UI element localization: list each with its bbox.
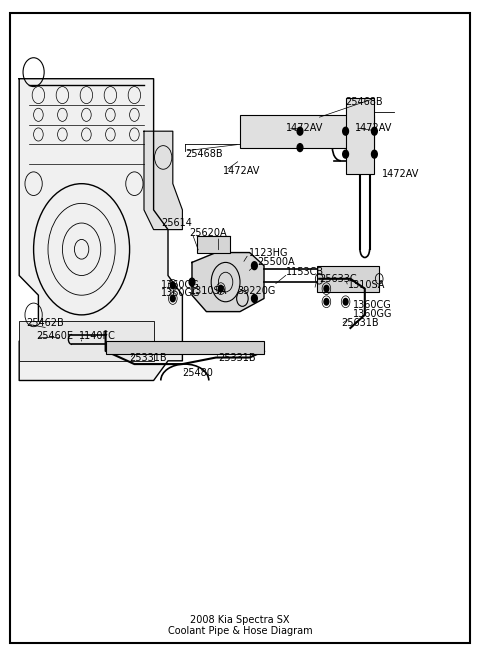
Circle shape [189, 278, 195, 286]
Circle shape [343, 150, 348, 158]
Circle shape [252, 295, 257, 302]
Bar [240, 115, 374, 148]
Circle shape [324, 285, 329, 292]
Text: 25631B: 25631B [341, 318, 378, 328]
Text: 1153CB: 1153CB [286, 267, 324, 277]
Bar [19, 321, 154, 361]
Text: 25620A: 25620A [190, 228, 227, 238]
Bar [197, 236, 230, 253]
Text: 25480: 25480 [182, 367, 213, 378]
Polygon shape [192, 253, 264, 312]
Polygon shape [144, 131, 182, 230]
Bar [317, 266, 379, 292]
Text: 25331B: 25331B [218, 352, 256, 363]
Circle shape [324, 298, 329, 305]
Bar [106, 341, 264, 354]
Circle shape [297, 144, 303, 152]
Circle shape [343, 127, 348, 135]
Text: 25500A: 25500A [257, 257, 294, 268]
Text: 1123HG: 1123HG [249, 247, 288, 258]
Circle shape [252, 262, 257, 270]
Text: 1360GG: 1360GG [353, 308, 392, 319]
Text: 1472AV: 1472AV [382, 169, 419, 179]
Text: 25633C: 25633C [319, 274, 357, 284]
Text: 25614: 25614 [161, 218, 192, 228]
Bar [346, 98, 374, 174]
Text: 1360CG: 1360CG [353, 300, 392, 310]
Text: 25462B: 25462B [26, 318, 64, 328]
Text: 1360CG: 1360CG [161, 280, 200, 291]
Circle shape [218, 285, 223, 292]
Text: 1310SA: 1310SA [190, 285, 227, 296]
Circle shape [297, 127, 303, 135]
Circle shape [170, 295, 175, 302]
Circle shape [372, 150, 377, 158]
Text: 1310SA: 1310SA [348, 280, 385, 291]
Text: 39220G: 39220G [238, 285, 276, 296]
Text: 25331B: 25331B [130, 352, 167, 363]
Text: 1472AV: 1472AV [286, 123, 323, 133]
Polygon shape [19, 79, 182, 380]
Text: 1472AV: 1472AV [355, 123, 393, 133]
Text: 25460E: 25460E [36, 331, 73, 341]
Text: 1360GG: 1360GG [161, 288, 200, 298]
Text: 25468B: 25468B [185, 149, 222, 159]
Text: 25468B: 25468B [346, 96, 383, 107]
Text: 1472AV: 1472AV [223, 165, 261, 176]
Circle shape [343, 298, 348, 305]
Circle shape [170, 282, 175, 289]
Text: 2008 Kia Spectra SX
Coolant Pipe & Hose Diagram: 2008 Kia Spectra SX Coolant Pipe & Hose … [168, 615, 312, 636]
Text: 1140FC: 1140FC [79, 331, 116, 341]
Circle shape [372, 127, 377, 135]
